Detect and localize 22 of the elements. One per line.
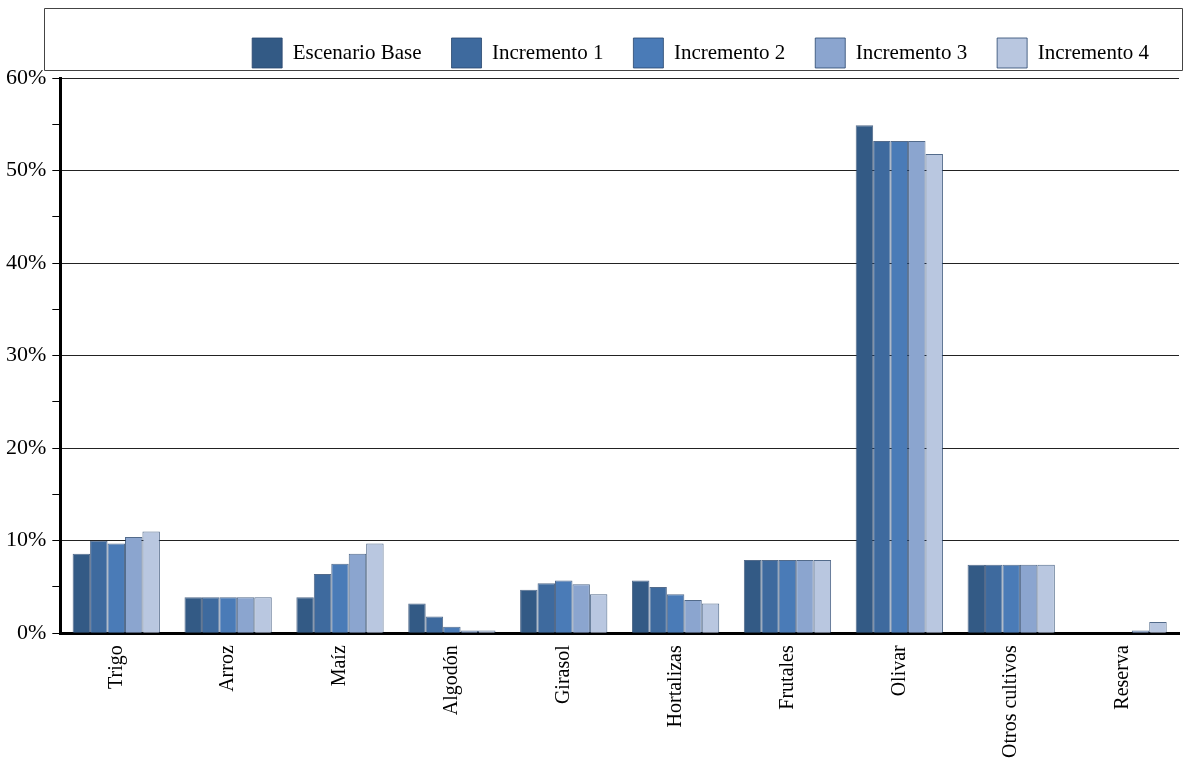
x-tick-label: Trigo	[103, 645, 127, 689]
y-tick-label: 10%	[6, 526, 47, 552]
x-tick-label: Frutales	[774, 645, 797, 710]
x-tick-label: Arroz	[215, 645, 238, 692]
legend-label: Incremento 1	[492, 39, 604, 64]
x-tick-label: Olivar	[886, 644, 909, 697]
y-tick-label: 50%	[6, 156, 47, 182]
x-tick-label: Reserva	[1110, 645, 1133, 710]
legend-label: Incremento 2	[673, 39, 786, 64]
legend-label: Escenario Base	[292, 39, 422, 64]
x-tick-label: Algodón	[439, 645, 463, 716]
y-tick-label: 0%	[17, 619, 47, 645]
y-tick-label: 40%	[6, 248, 47, 274]
legend-label: Incremento 4	[1037, 39, 1150, 64]
y-tick-label: 60%	[6, 63, 47, 89]
x-tick-label: Otros cultivos	[998, 645, 1021, 759]
x-tick-label: Hortalizas	[662, 645, 685, 728]
x-tick-label: Maíz	[327, 645, 350, 687]
legend-label: Incremento 3	[855, 39, 968, 64]
x-tick-label: Girasol	[550, 644, 573, 705]
y-tick-label: 20%	[6, 433, 47, 459]
y-tick-label: 30%	[6, 341, 47, 367]
